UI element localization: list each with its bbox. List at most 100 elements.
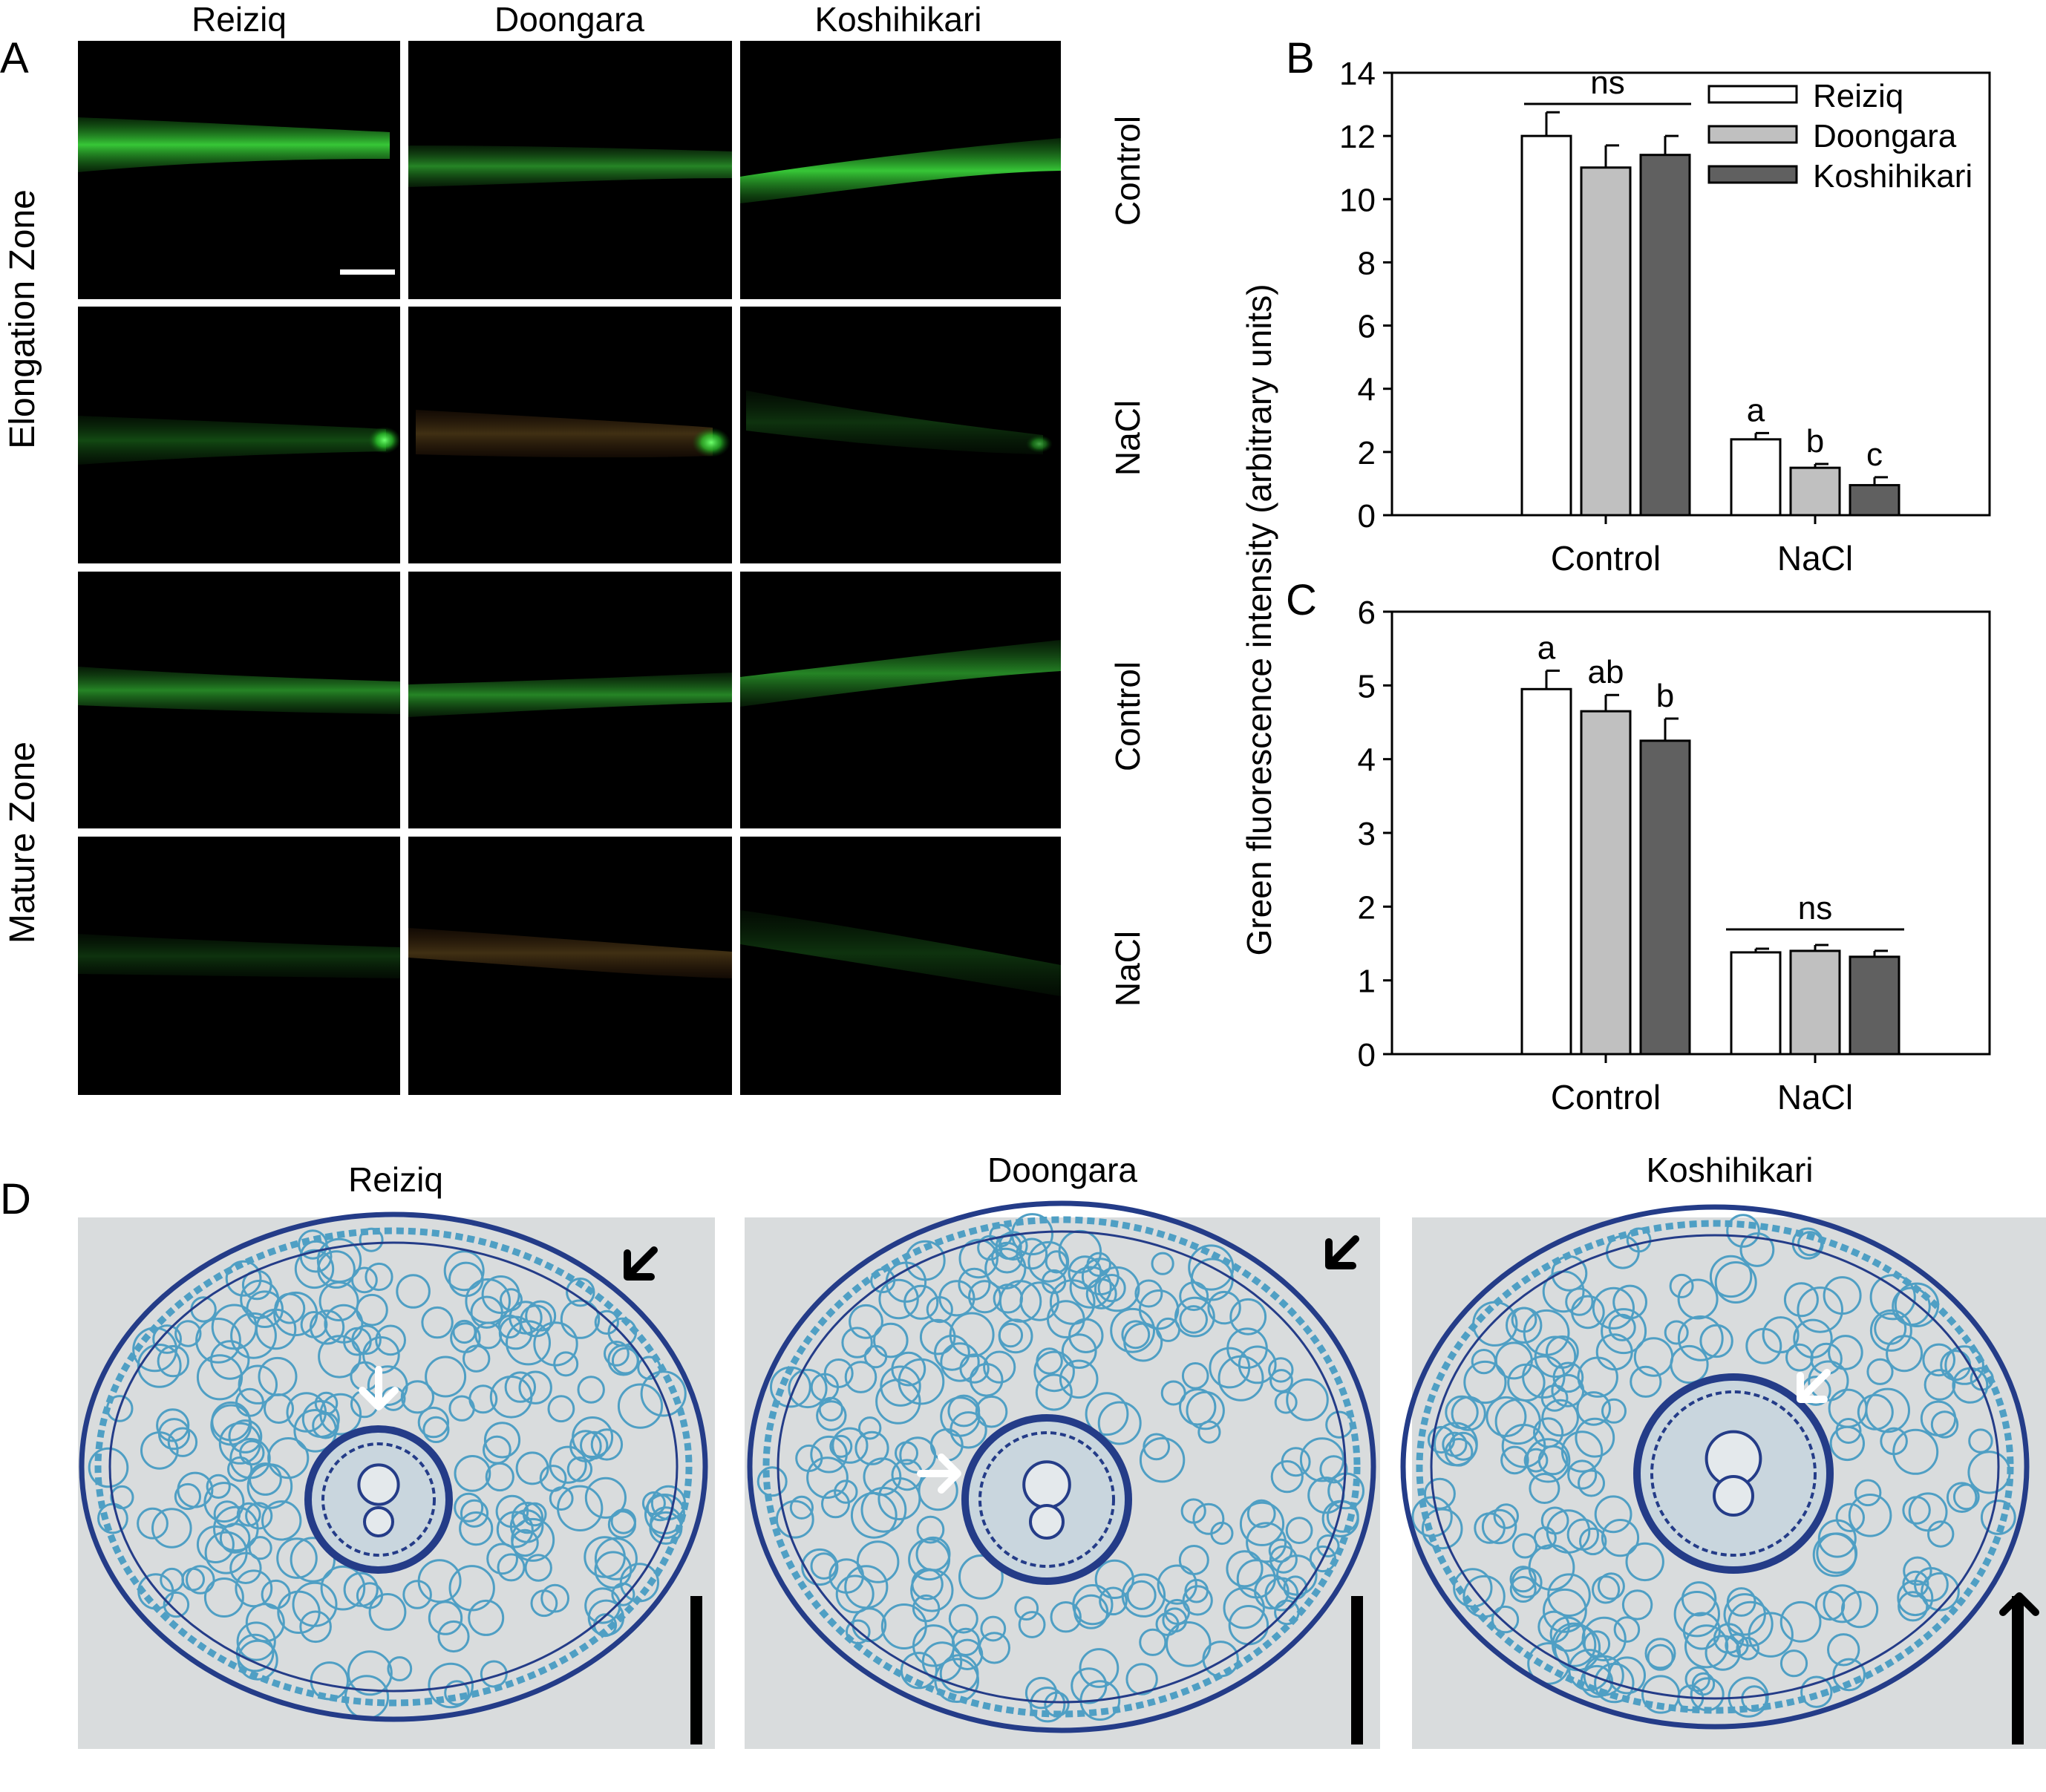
cortex-cell xyxy=(1179,1388,1217,1426)
cortex-cell xyxy=(240,1279,280,1319)
cortex-cell xyxy=(1099,1586,1128,1616)
cortex-cell xyxy=(810,1435,848,1474)
cortex-cell xyxy=(795,1444,823,1473)
cortex-cell xyxy=(317,1250,356,1289)
cortex-cell xyxy=(210,1340,250,1380)
cortex-cell xyxy=(174,1320,202,1347)
cortex-cell xyxy=(1444,1438,1474,1467)
cortex-cell xyxy=(948,1603,978,1634)
cortex-cell xyxy=(1522,1355,1566,1399)
cortex-cell xyxy=(1546,1335,1579,1369)
cortex-cell xyxy=(856,1540,900,1583)
cortex-cell xyxy=(1299,1437,1345,1482)
cortex-cell xyxy=(444,1680,470,1706)
cortex-cell xyxy=(497,1314,522,1339)
cortex-cell xyxy=(1523,1448,1549,1473)
y-tick-label: 5 xyxy=(1358,668,1376,704)
cortex-cell xyxy=(1529,1473,1560,1504)
cortex-cell xyxy=(1944,1345,1984,1385)
cortex-cell xyxy=(547,1395,575,1423)
metaxylem-vessel xyxy=(363,1506,394,1537)
epidermis-outer xyxy=(1400,1204,2030,1730)
cortex-cell xyxy=(1903,1556,1932,1586)
root-cross-section-reiziq xyxy=(78,1211,715,1749)
cortex-cell xyxy=(1445,1395,1479,1430)
cortex-cell xyxy=(968,1280,1001,1314)
legend-swatch-koshihikari xyxy=(1707,165,1798,184)
scale-bar xyxy=(1351,1596,1363,1744)
cortex-cell xyxy=(1567,1459,1598,1490)
cortex-cell xyxy=(916,1515,945,1544)
cortex-cell xyxy=(235,1387,264,1417)
black-arrow xyxy=(1325,1235,1359,1269)
cortex-cell xyxy=(1543,1588,1587,1633)
cortex-cell xyxy=(1181,1362,1209,1390)
cortex-cell xyxy=(1085,1392,1129,1436)
cortex-cell xyxy=(1670,1344,1709,1384)
panel-b-letter: B xyxy=(1286,34,1315,82)
cortex-cell xyxy=(1946,1482,1978,1513)
cortex-cell xyxy=(969,1363,1004,1397)
cortex-cell xyxy=(228,1419,263,1453)
cortex-cell xyxy=(1463,1360,1507,1405)
cortex-cell xyxy=(788,1368,828,1409)
cortex-cell xyxy=(549,1445,587,1484)
fluorescence-image-mature-control-reiziq xyxy=(78,572,400,828)
cortex-cell xyxy=(1223,1587,1265,1629)
cortex-cell xyxy=(1236,1559,1276,1599)
cortex-cell xyxy=(1059,1359,1099,1399)
cortex-cell xyxy=(1699,1324,1733,1358)
cortex-cell xyxy=(1094,1559,1134,1599)
cortex-cell xyxy=(1902,1496,1931,1525)
cortex-cell xyxy=(310,1309,345,1345)
exodermis xyxy=(762,1216,1361,1718)
cortex-cell xyxy=(1186,1390,1225,1430)
cortex-cell xyxy=(577,1376,605,1404)
cortex-cell xyxy=(849,1304,883,1339)
cortex-cell xyxy=(1647,1644,1674,1671)
cortex-cell xyxy=(1155,1612,1180,1636)
cortex-cell xyxy=(1547,1573,1591,1617)
cortex-cell xyxy=(1018,1611,1046,1638)
significance-letter: a xyxy=(1537,630,1556,666)
cortex-cell xyxy=(1501,1424,1546,1468)
cortex-cells xyxy=(756,1213,1364,1723)
cortex-cell xyxy=(860,1486,907,1533)
cortex-cell xyxy=(594,1537,638,1580)
cortex-cell xyxy=(1506,1307,1543,1344)
significance-label: ns xyxy=(1798,890,1832,926)
cortex-cell xyxy=(1030,1687,1066,1723)
cortex-cell xyxy=(835,1574,875,1614)
cortex-cell xyxy=(1952,1483,1980,1511)
significance-letter: b xyxy=(1806,423,1824,460)
cortex-cell xyxy=(292,1581,338,1627)
panel-d-title-koshihikari: Koshihikari xyxy=(1647,1151,1814,1189)
cortex-cell xyxy=(1673,1591,1721,1638)
cortex-cell xyxy=(1269,1369,1293,1393)
cortex-cell xyxy=(1110,1307,1155,1353)
cortex-cell xyxy=(1121,1320,1151,1350)
cortex-cell xyxy=(1621,1589,1653,1621)
cortex-cell xyxy=(850,1491,898,1539)
cortex-cell xyxy=(196,1526,235,1563)
cortex-cell xyxy=(1197,1420,1221,1444)
cortex-cell xyxy=(1050,1601,1082,1633)
cortex-cell xyxy=(1541,1399,1579,1437)
cortex-cell xyxy=(978,1632,1011,1664)
cortex-cell xyxy=(367,1365,408,1406)
panel-a-zone-label-elongation: Elongation Zone xyxy=(3,189,42,449)
cortex-cell xyxy=(940,1342,980,1382)
cortex-cell xyxy=(880,1603,927,1649)
cortex-cell xyxy=(1808,1360,1849,1402)
cortex-cell xyxy=(1151,1252,1174,1275)
metaxylem-vessel xyxy=(1713,1475,1754,1517)
y-tick-label: 4 xyxy=(1358,372,1376,408)
cortex-cell xyxy=(553,1351,579,1377)
metaxylem-vessel xyxy=(1029,1504,1065,1540)
cortex-cell xyxy=(951,1627,981,1656)
cortex-cell xyxy=(1866,1358,1894,1385)
cortex-cell xyxy=(934,1334,970,1371)
cortex-cell xyxy=(1079,1680,1121,1721)
cortex-cell xyxy=(594,1309,619,1335)
